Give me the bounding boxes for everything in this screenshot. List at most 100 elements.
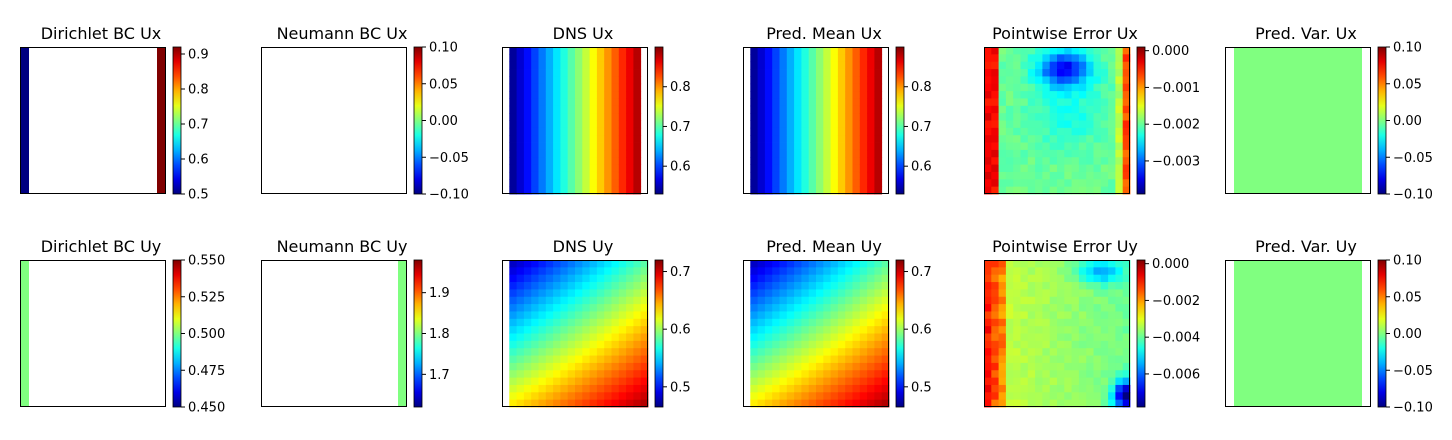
heatmap-cell [786,47,795,55]
colorbar-tick-label: −0.001 [1152,81,1200,96]
colorbar-tick-label: 0.000 [1152,44,1189,59]
heatmap-cell [1093,289,1102,298]
heatmap-cell [808,135,817,143]
heatmap-cell [523,127,532,136]
heatmap-cell [545,98,554,107]
heatmap-cell [1005,127,1014,136]
heatmap-cell [582,392,590,401]
heatmap-cell [867,274,875,283]
heatmap-cell [1122,186,1131,195]
heatmap-cell [509,179,517,188]
heatmap-cell [516,384,525,393]
heatmap-cell [516,98,525,107]
heatmap-cell [553,76,561,85]
heatmap-cell [816,142,824,151]
heatmap-cell [1093,83,1102,92]
heatmap-cell [874,326,883,334]
heatmap-cell [1013,105,1021,114]
heatmap-cell [531,61,539,70]
heatmap-cell [626,47,634,55]
heatmap-cell [1057,384,1065,393]
heatmap-cell [538,98,547,107]
heatmap-cell [1086,370,1094,378]
heatmap-cell [1064,377,1072,386]
heatmap-cell [626,186,634,195]
heatmap-cell [582,289,590,298]
heatmap-cell [509,340,517,349]
heatmap-cell [991,370,999,378]
heatmap-cell [1035,311,1043,320]
heatmap-cell [991,76,999,85]
heatmap-cell [779,260,788,268]
heatmap-cell [830,355,839,364]
heatmap-cell [881,274,890,283]
heatmap-cell [1064,105,1072,114]
heatmap-cell [998,142,1007,151]
heatmap-cell [867,318,875,327]
heatmap-cell [845,157,853,165]
heatmap-cell [1115,348,1124,356]
heatmap-cell [874,127,883,136]
heatmap-cell [1057,113,1065,121]
heatmap-cell [1049,61,1058,70]
heatmap-cell [859,164,868,173]
heatmap-cell [1108,370,1116,378]
heatmap-cell [779,69,788,77]
colorbar [172,46,182,195]
heatmap-cell [881,355,890,364]
heatmap-cell [998,113,1007,121]
heatmap-cell [582,76,590,85]
heatmap-cell [531,127,539,136]
heatmap-cell [545,76,554,85]
heatmap-cell [553,377,561,386]
heatmap-cell [575,98,583,107]
heatmap [984,260,1131,408]
heatmap-cell [1108,340,1116,349]
heatmap-cell [553,304,561,312]
panel-title: Pointwise Error Ux [992,24,1138,43]
heatmap-cell [750,289,758,298]
heatmap-cell [1115,105,1124,114]
heatmap-cell [852,142,861,151]
heatmap-cell [852,296,861,305]
heatmap-cell [626,348,634,356]
heatmap-cell [1035,76,1043,85]
heatmap-cell [757,296,766,305]
heatmap-cell [1035,304,1043,312]
heatmap-cell [845,333,853,342]
heatmap-cell [1042,355,1051,364]
heatmap-cell [837,362,846,371]
heatmap-cell [991,296,999,305]
heatmap-cell [575,384,583,393]
heatmap-cell [874,54,883,63]
heatmap-cell [1071,274,1080,283]
heatmap-cell [779,282,788,290]
heatmap-cell [523,289,532,298]
heatmap-cell [611,377,620,386]
heatmap-cell [1013,311,1021,320]
heatmap-cell [808,370,817,378]
heatmap-cell [509,296,517,305]
heatmap-cell [1108,105,1116,114]
heatmap-cell [750,157,758,165]
heatmap-cell [786,289,795,298]
heatmap-cell [1122,164,1131,173]
heatmap-cell [1086,83,1094,92]
heatmap-cell [764,76,773,85]
heatmap-cell [823,377,831,386]
heatmap-cell [1027,149,1036,158]
heatmap-cell [575,113,583,121]
heatmap-cell [1078,377,1087,386]
heatmap-cell [553,149,561,158]
heatmap-cell [633,54,642,63]
heatmap-cell [1108,91,1116,99]
heatmap-cell [1013,340,1021,349]
heatmap-cell [1078,362,1087,371]
heatmap-cell [823,149,831,158]
heatmap-cell [560,289,569,298]
heatmap-cell [1057,135,1065,143]
heatmap-cell [764,282,773,290]
heatmap-cell [575,142,583,151]
heatmap-cell [545,120,554,129]
heatmap-cell [764,98,773,107]
